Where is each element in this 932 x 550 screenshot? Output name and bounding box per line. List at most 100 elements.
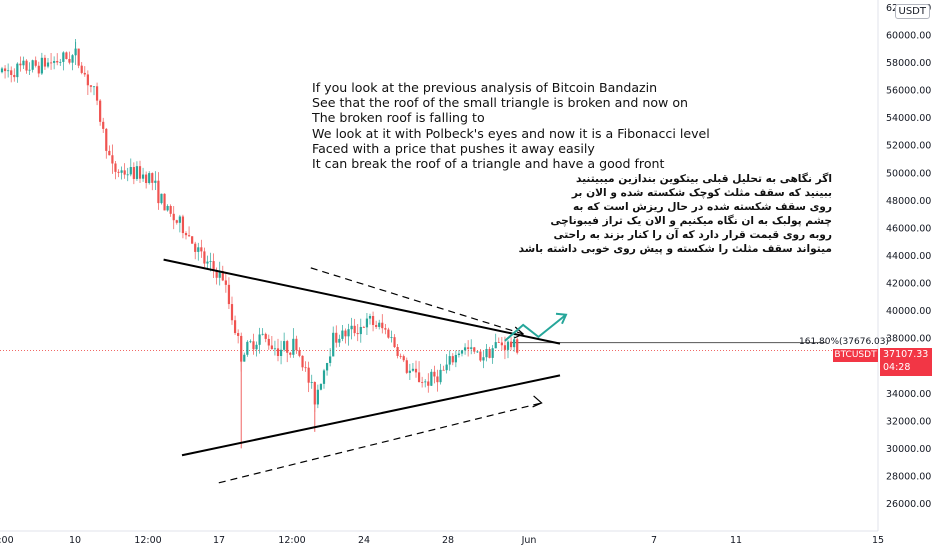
candle-body <box>117 171 120 173</box>
candle-body <box>463 347 467 351</box>
candle-body <box>353 325 356 334</box>
candle-body <box>439 369 442 383</box>
y-tick-label: 46000.00 <box>886 223 931 234</box>
candle-body <box>283 341 286 350</box>
candle-body <box>37 65 40 74</box>
symbol-tag: BTCUSDT <box>833 349 878 362</box>
candle-body <box>86 74 89 86</box>
triangle-floor-line <box>181 374 561 457</box>
triangle-roof-line <box>163 258 561 345</box>
candle-body <box>393 337 396 348</box>
candle-body <box>157 180 160 204</box>
upper-projection-line <box>310 267 524 335</box>
x-tick-label: 17 <box>213 535 225 546</box>
y-tick-label: 44000.00 <box>886 251 931 262</box>
candle-body <box>169 205 172 214</box>
candle-body <box>329 356 332 363</box>
x-tick-label: 15 <box>872 535 884 546</box>
candle-body <box>316 389 319 405</box>
currency-label[interactable]: USDT <box>894 4 930 19</box>
persian-annotation: اگر نگاهی به تحلیل قبلی بیتکوین بندازین … <box>519 172 832 257</box>
candle-body <box>209 261 212 262</box>
x-tick-label: 11 <box>730 535 742 546</box>
candle-body <box>344 330 347 337</box>
candle-body <box>307 367 310 383</box>
candle-body <box>206 261 209 264</box>
last-price-value: 37107.33 <box>883 349 929 360</box>
candle-body <box>22 60 25 66</box>
candle-body <box>261 333 264 335</box>
candle-body <box>276 348 280 356</box>
candle-body <box>445 364 448 371</box>
candle-body <box>102 121 105 129</box>
candle-body <box>454 354 457 363</box>
candle-body <box>95 86 99 101</box>
candle-body <box>424 381 427 383</box>
candle-body <box>347 329 350 337</box>
candle-body <box>184 233 188 236</box>
candle-body <box>237 333 240 336</box>
y-tick-label: 48000.00 <box>886 196 931 207</box>
last-price-box: 37107.33 04:28 <box>880 348 932 376</box>
candle-body <box>126 174 129 176</box>
y-tick-label: 30000.00 <box>886 444 931 455</box>
candle-body <box>178 216 181 223</box>
candle-body <box>433 371 436 377</box>
y-tick-label: 32000.00 <box>886 416 931 427</box>
candle-body <box>365 318 369 328</box>
projection-arrow <box>504 313 567 342</box>
candle-body <box>120 170 123 173</box>
candle-body <box>92 86 96 88</box>
candle-body <box>7 70 10 72</box>
candle-body <box>506 341 510 350</box>
candle-body <box>138 166 142 179</box>
english-line: If you look at the previous analysis of … <box>312 80 658 95</box>
persian-line: روبه روی قیمت قرار دارد که آن را کنار بز… <box>553 229 832 242</box>
candle-body <box>252 341 255 350</box>
candle-body <box>249 341 252 343</box>
candle-body <box>68 58 71 63</box>
candle-body <box>19 63 22 66</box>
candle-body <box>516 339 519 353</box>
candle-body <box>132 167 135 179</box>
candle-body <box>56 61 59 63</box>
candle-body <box>31 60 34 70</box>
persian-line: چشم پولبک به ان نگاه میکنیم و الان یک تر… <box>550 215 832 228</box>
candle-body <box>0 68 4 73</box>
candle-body <box>227 284 231 305</box>
candle-body <box>513 339 516 348</box>
candle-body <box>181 216 185 234</box>
candle-body <box>212 261 215 271</box>
persian-line: اگر نگاهی به تحلیل قبلی بیتکوین بندازین … <box>575 173 832 185</box>
candle-body <box>80 65 83 73</box>
candle-body <box>148 173 151 184</box>
candle-body <box>99 100 102 122</box>
english-line: Faced with a price that pushes it away e… <box>312 140 595 156</box>
candle-body <box>338 338 341 343</box>
candle-body <box>414 368 418 373</box>
candle-body <box>59 61 62 63</box>
english-line: The broken roof is falling to <box>312 110 485 126</box>
y-tick-label: 40000.00 <box>886 306 931 317</box>
candle-body <box>233 320 237 334</box>
candle-body <box>451 356 454 363</box>
candle-body <box>46 62 50 67</box>
candle-body <box>83 72 86 75</box>
candle-body <box>479 351 482 361</box>
candle-body <box>457 353 461 355</box>
candle-body <box>108 150 111 156</box>
candle-body <box>40 57 43 74</box>
candle-body <box>402 356 405 361</box>
candle-body <box>405 360 408 373</box>
candle-body <box>436 376 439 383</box>
candle-body <box>163 193 166 211</box>
x-tick-label: 10 <box>69 535 81 546</box>
candle-body <box>197 247 200 252</box>
candle-body <box>421 382 424 383</box>
candle-body <box>111 155 114 164</box>
candle-body <box>371 316 375 326</box>
candle-body <box>332 332 335 357</box>
candle-body <box>203 251 206 264</box>
candle-body <box>175 220 178 223</box>
